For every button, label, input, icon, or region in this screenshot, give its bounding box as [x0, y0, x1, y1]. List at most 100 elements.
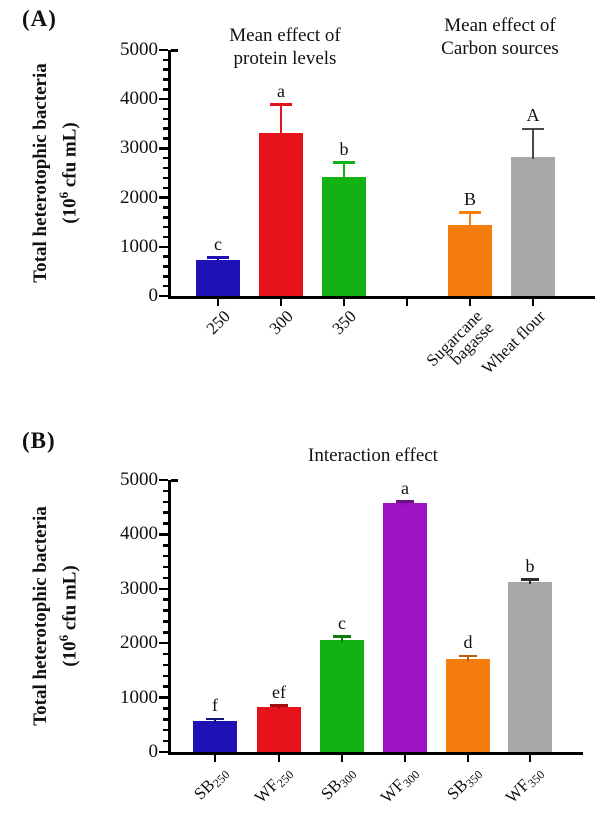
bar-sugarcane-bagasse [448, 225, 492, 296]
x-axis-tick [340, 755, 344, 762]
y-axis-minor-tick [163, 225, 168, 229]
y-axis-major-tick [159, 294, 168, 298]
x-axis-label-line: SB250 [190, 767, 233, 804]
y-axis-minor-tick [163, 728, 168, 732]
error-bar [277, 705, 281, 710]
x-axis-tick [279, 299, 283, 306]
title-line: Mean effect of [444, 15, 556, 36]
panel-a-title-protein-levels: Mean effect of protein levels [166, 24, 404, 70]
x-axis-label-300: 300 [179, 306, 298, 425]
y-axis-top-hook [171, 49, 178, 52]
y-axis-minor-tick [163, 186, 168, 189]
y-axis-major-tick [159, 147, 168, 150]
title-line: protein levels [233, 48, 337, 69]
significance-letter: a [401, 477, 409, 498]
y-axis-tick-label: 5000 [120, 469, 158, 490]
error-bar [216, 257, 220, 263]
significance-letter: a [277, 80, 285, 101]
y-axis-tick-label: 5000 [120, 39, 158, 60]
panel-b-y-axis-label: Total heterotophic bacteria (106 cfu mL) [29, 456, 80, 776]
y-axis-minor-tick [163, 284, 168, 288]
bar-300 [259, 132, 303, 296]
panel-b-title-interaction-effect: Interaction effect [178, 444, 568, 467]
y-axis-minor-tick [163, 652, 168, 656]
y-axis-minor-tick [163, 166, 168, 170]
y-axis-major-tick [159, 641, 168, 645]
y-axis-top-hook [171, 479, 178, 482]
y-axis-tick-label: 3000 [120, 137, 158, 159]
bar-wf250 [257, 707, 301, 752]
y-axis-label-line2: (106 cfu mL) [56, 122, 81, 224]
error-bar-cap [333, 161, 355, 164]
bar-wheat-flour [511, 156, 555, 296]
x-axis-label-line: Sugarcane [422, 306, 487, 371]
y-axis-minor-tick [163, 137, 168, 140]
panel-a: (A) Total heterotophic bacteria (106 cfu… [0, 0, 600, 410]
y-axis-major-tick [159, 97, 168, 101]
title-line: Mean effect of [229, 25, 341, 46]
y-axis-label-line2: (106 cfu mL) [56, 565, 81, 667]
y-axis-tick-label: 0 [148, 285, 159, 306]
y-axis-tick-label: 1000 [120, 235, 158, 257]
y-axis-minor-tick [163, 216, 168, 219]
significance-letter: b [339, 138, 349, 159]
y-axis-minor-tick [163, 554, 168, 558]
panel-b: (B) Total heterotophic bacteria (106 cfu… [0, 410, 600, 821]
y-axis-tick-label: 0 [148, 741, 159, 762]
error-bar-cap [207, 256, 229, 259]
x-axis-label-subscript: 350 [462, 767, 486, 791]
error-bar-cap [333, 635, 351, 638]
x-axis-tick [466, 755, 470, 762]
y-axis-minor-tick [163, 718, 168, 721]
y-axis-tick-label: 3000 [120, 577, 158, 599]
title-line: Interaction effect [308, 445, 438, 466]
panel-b-label: (B) [22, 428, 56, 453]
y-axis-minor-tick [163, 275, 168, 278]
y-axis-minor-tick [163, 609, 168, 612]
error-bar [403, 501, 407, 506]
x-axis-tick [403, 755, 407, 762]
y-axis-minor-tick [163, 674, 168, 678]
significance-letter: c [214, 233, 222, 254]
y-axis-tick-label: 2000 [120, 632, 158, 654]
x-axis-label-sb250: SB250 [113, 764, 233, 821]
y-axis-major-tick [159, 587, 168, 591]
y-axis-minor-tick [163, 127, 168, 130]
y-axis-minor-tick [163, 685, 168, 688]
x-axis-tick [213, 755, 217, 762]
x-axis-label-subscript: 300 [336, 767, 360, 791]
x-axis-label-subscript: 250 [273, 767, 297, 791]
bar-wf350 [508, 582, 552, 752]
error-bar-cap [521, 578, 539, 581]
panel-a-label: (A) [22, 6, 57, 31]
y-axis-minor-tick [163, 235, 168, 239]
y-axis-minor-tick [163, 58, 168, 62]
y-axis-label-line1: Total heterotophic bacteria [30, 506, 51, 726]
x-axis-label-line: 300 [265, 306, 298, 339]
error-bar [466, 656, 470, 661]
y-axis-major-tick [159, 48, 168, 52]
x-axis-tick [468, 299, 472, 306]
bar-wf300 [383, 503, 427, 752]
x-axis-label-line: 250 [202, 306, 235, 339]
y-axis-minor-tick [163, 156, 168, 160]
y-axis-minor-tick [163, 620, 168, 623]
y-axis-minor-tick [163, 663, 168, 667]
error-bar [528, 579, 532, 585]
significance-letter: A [526, 105, 540, 126]
error-bar [213, 719, 217, 723]
y-axis-minor-tick [163, 739, 168, 743]
x-axis-tick [531, 299, 535, 306]
y-axis-minor-tick [163, 68, 168, 71]
panel-a-plot: 0 1000 2000 3000 4000 5000 c 250 a 300 b 350 B Sugarc… [120, 40, 595, 378]
x-axis-label-line: 350 [328, 306, 361, 339]
y-axis-minor-tick [163, 565, 168, 569]
y-axis-label-line1: Total heterotophic bacteria [30, 63, 51, 283]
panel-a-y-axis-label: Total heterotophic bacteria (106 cfu mL) [29, 13, 80, 333]
error-bar [340, 636, 344, 642]
y-axis-minor-tick [163, 78, 168, 81]
y-axis-minor-tick [163, 176, 168, 180]
y-axis-major-tick [159, 533, 168, 536]
x-axis-tick [528, 755, 532, 762]
